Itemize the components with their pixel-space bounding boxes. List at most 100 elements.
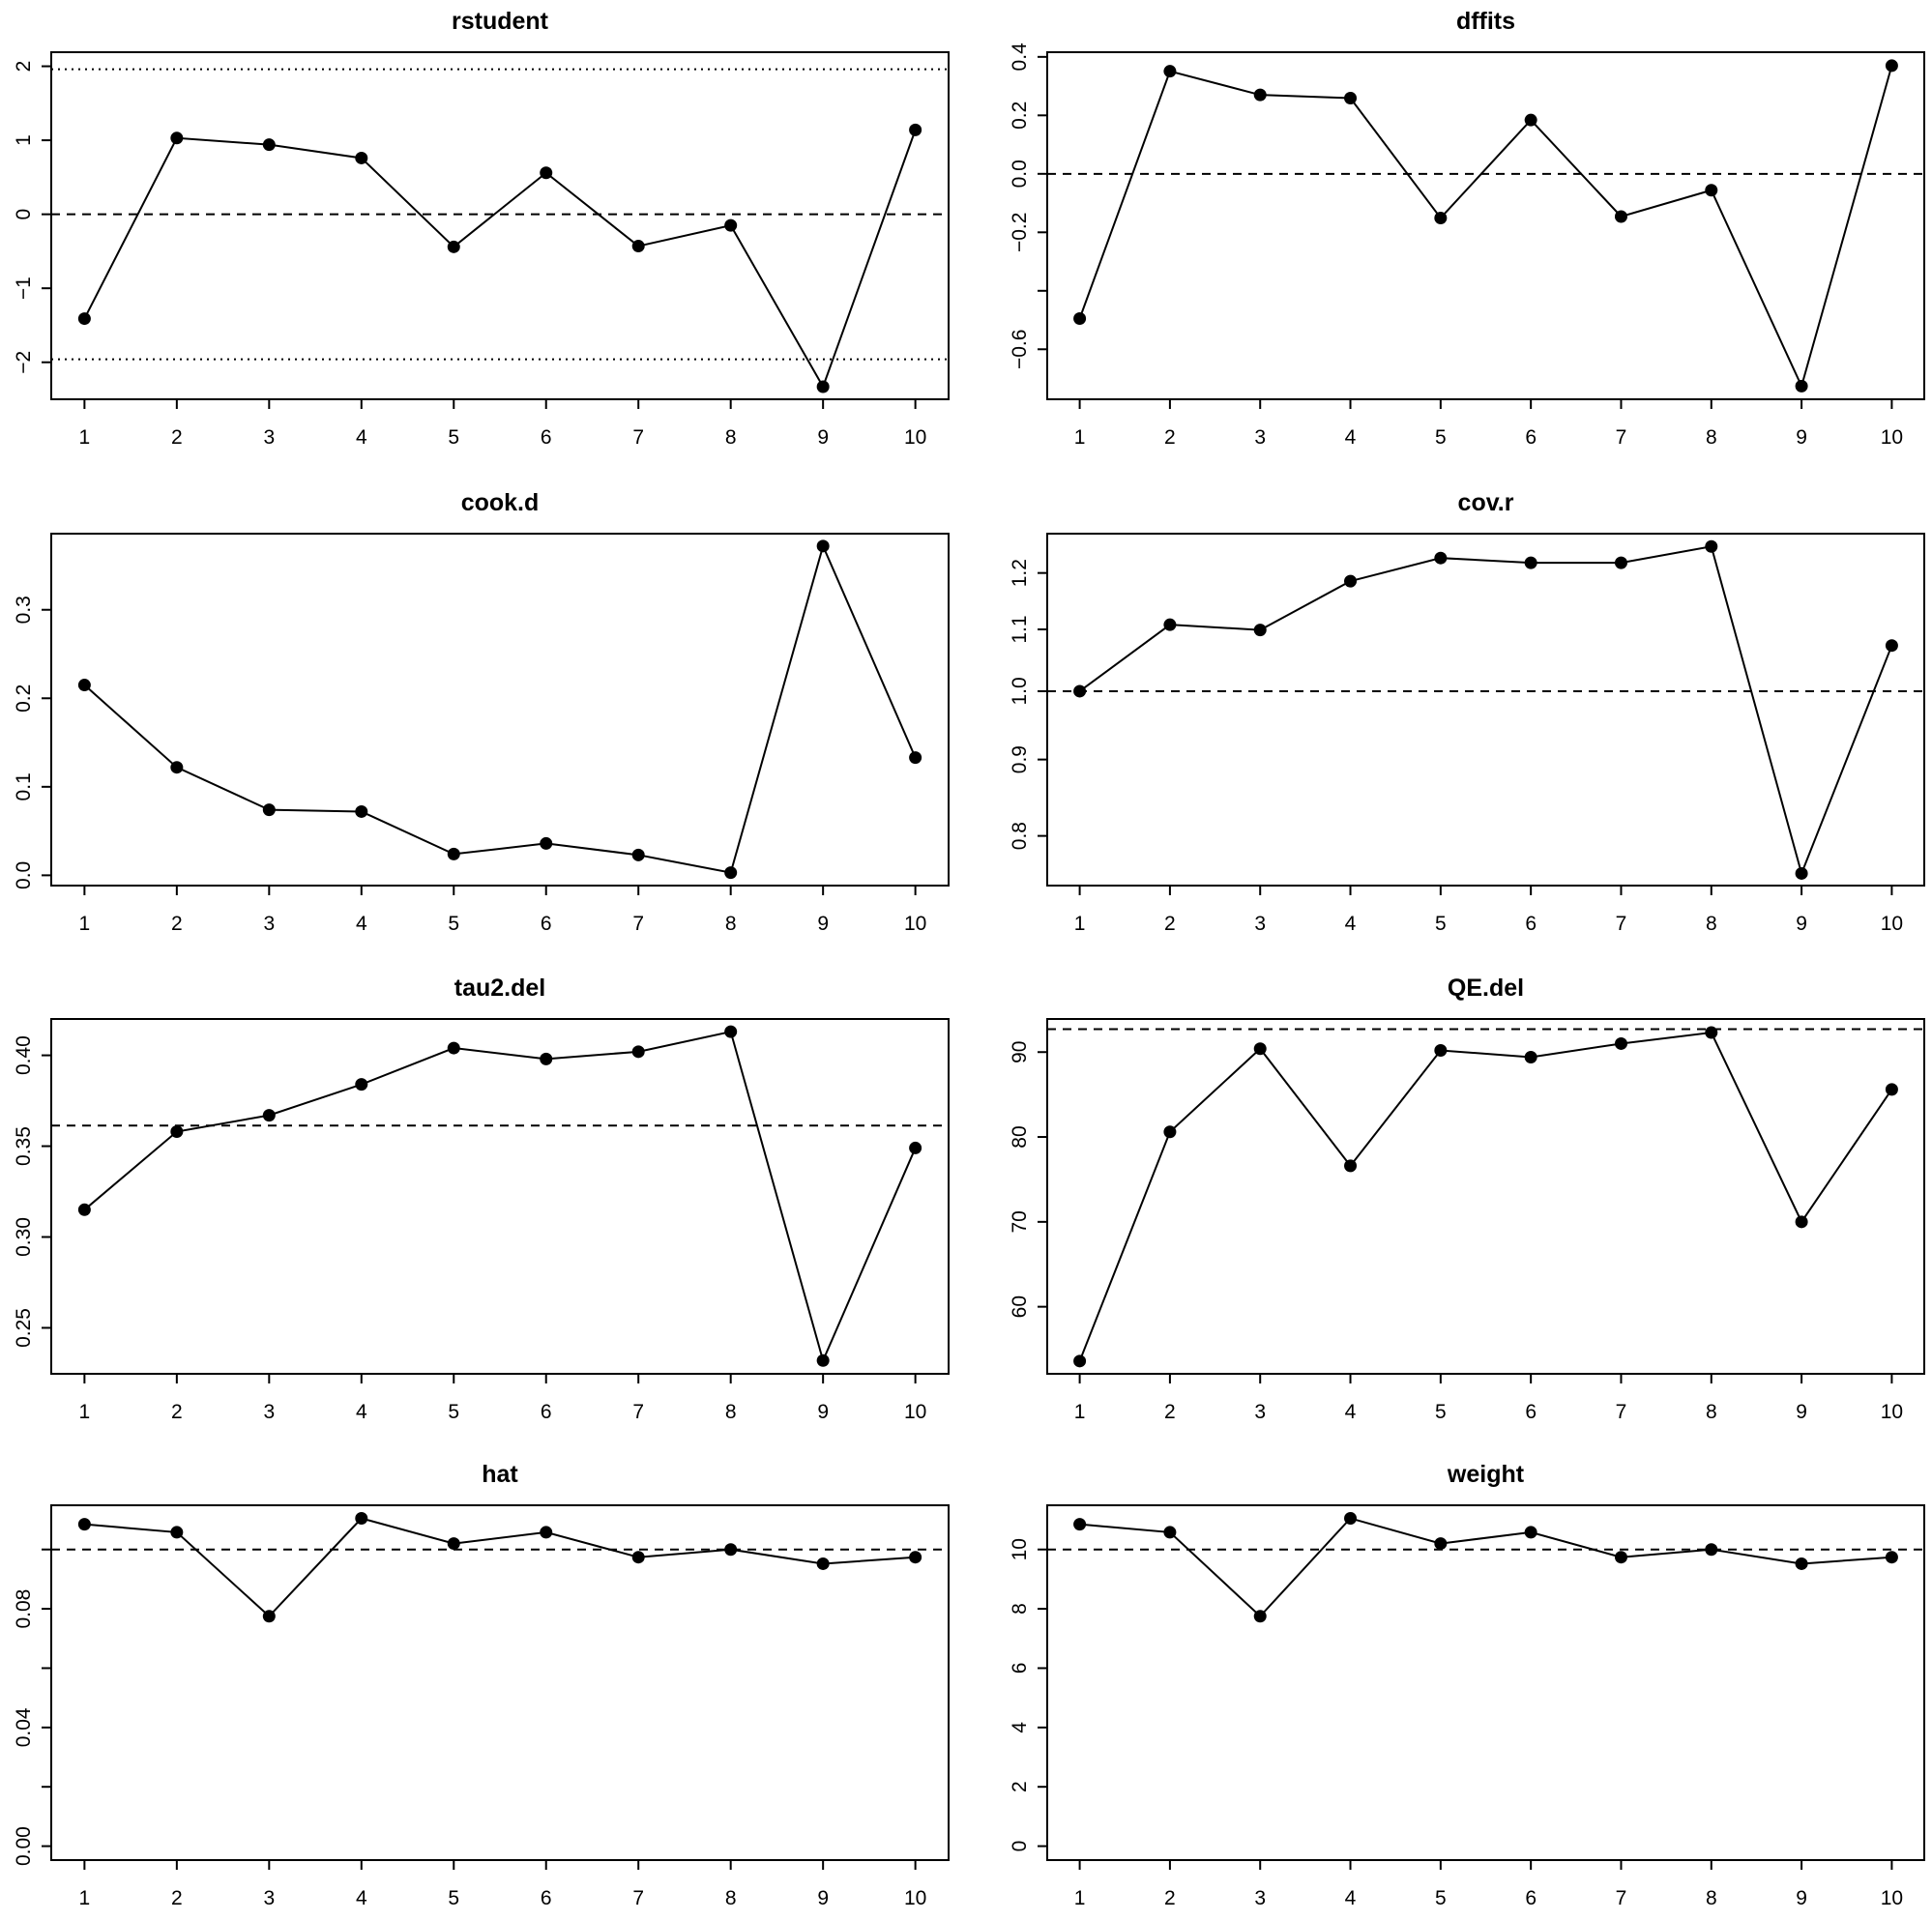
x-tick-label: 7: [1616, 426, 1627, 449]
y-tick-label: 0.04: [13, 1707, 35, 1747]
x-tick-label: 5: [1435, 913, 1447, 935]
x-tick-label: 10: [1881, 913, 1903, 935]
data-point-1: [1073, 684, 1087, 698]
x-tick-label: 3: [263, 913, 275, 935]
data-point-9: [816, 1557, 830, 1570]
plot-frame: [1046, 533, 1925, 887]
y-tick-label: 1.0: [1009, 677, 1031, 705]
data-point-6: [1524, 113, 1537, 127]
data-point-1: [77, 679, 91, 692]
y-tick-label: 0.3: [13, 596, 35, 624]
y-tick-label: 0.30: [13, 1217, 35, 1257]
x-tick-label: 6: [541, 1887, 552, 1909]
x-tick-label: 1: [79, 426, 91, 449]
data-point-10: [909, 751, 922, 765]
x-tick-label: 9: [1796, 1887, 1807, 1909]
data-point-7: [1614, 1036, 1627, 1050]
y-tick-label: 4: [1009, 1722, 1031, 1733]
data-point-4: [1344, 91, 1358, 104]
x-tick-label: 10: [904, 1887, 926, 1909]
x-tick-label: 4: [1345, 1887, 1357, 1909]
data-point-3: [1253, 1042, 1267, 1056]
data-point-6: [1524, 1051, 1537, 1064]
data-point-1: [77, 1518, 91, 1531]
plot-frame: [50, 1504, 950, 1861]
data-point-8: [724, 866, 738, 880]
data-point-10: [1885, 639, 1898, 653]
data-point-1: [77, 1203, 91, 1216]
x-tick-label: 3: [263, 1401, 275, 1423]
data-point-6: [540, 166, 553, 180]
y-tick-label: 10: [1009, 1538, 1031, 1560]
series-line: [1079, 1517, 1892, 1618]
x-tick-label: 1: [1074, 1887, 1086, 1909]
plot-frame: [50, 533, 950, 887]
x-tick-label: 8: [725, 913, 737, 935]
y-tick-label: 0.0: [13, 861, 35, 889]
x-tick-label: 2: [1164, 913, 1176, 935]
data-point-8: [724, 218, 738, 232]
y-tick-label: 80: [1009, 1125, 1031, 1148]
panel-title: hat: [482, 1461, 518, 1488]
data-point-6: [540, 836, 553, 850]
data-point-1: [1073, 312, 1087, 326]
panel-dffits: dffits 1 2 3 4 5 6 7 8 9 10 −0.6 −0.2 0.0 0.2 0.4: [1009, 8, 1925, 449]
panel-QE-del: QE.del 1 2 3 4 5 6 7 8 9 10 60 70 80 90: [1009, 975, 1925, 1423]
series-line: [83, 130, 917, 390]
data-point-7: [1614, 556, 1627, 569]
data-point-2: [1163, 1125, 1177, 1139]
x-tick-label: 7: [632, 1401, 644, 1423]
data-point-10: [909, 1141, 922, 1154]
data-point-5: [447, 1537, 460, 1551]
x-tick-label: 1: [79, 1887, 91, 1909]
y-tick-label: 70: [1009, 1210, 1031, 1233]
x-tick-label: 2: [1164, 426, 1176, 449]
data-point-6: [1524, 556, 1537, 569]
x-tick-label: 7: [632, 1887, 644, 1909]
x-tick-label: 8: [1706, 913, 1717, 935]
data-point-4: [355, 804, 368, 818]
x-tick-label: 3: [1254, 1887, 1266, 1909]
data-point-9: [1795, 379, 1808, 393]
y-tick-label: 1: [13, 134, 35, 146]
x-tick-label: 4: [356, 913, 367, 935]
x-tick-label: 4: [1345, 1401, 1357, 1423]
y-tick-label: 2: [13, 61, 35, 73]
y-tick-label: −0.6: [1009, 330, 1031, 369]
data-point-9: [816, 539, 830, 553]
data-point-2: [170, 131, 184, 145]
y-tick-label: 0: [1009, 1841, 1031, 1852]
y-tick-label: 0.35: [13, 1126, 35, 1166]
x-tick-label: 10: [1881, 1887, 1903, 1909]
data-point-4: [1344, 1512, 1358, 1526]
panel-weight: weight 1 2 3 4 5 6 7 8 9 10 0 2 4 6 8 10: [1009, 1461, 1925, 1909]
x-tick-label: 2: [171, 1401, 183, 1423]
x-tick-label: 10: [1881, 426, 1903, 449]
x-tick-label: 1: [1074, 1401, 1086, 1423]
x-tick-label: 7: [632, 913, 644, 935]
x-tick-label: 5: [448, 1887, 459, 1909]
series-line: [1078, 545, 1893, 877]
x-tick-label: 4: [356, 1887, 367, 1909]
panel-title: weight: [1447, 1461, 1525, 1488]
x-tick-label: 3: [263, 426, 275, 449]
x-tick-label: 8: [725, 1401, 737, 1423]
x-tick-label: 1: [79, 1401, 91, 1423]
panel-title: QE.del: [1448, 975, 1524, 1002]
data-point-7: [631, 1551, 645, 1564]
data-point-2: [1163, 1526, 1177, 1539]
data-point-6: [1524, 1526, 1537, 1539]
data-point-9: [816, 380, 830, 393]
series-line: [1078, 65, 1893, 390]
data-point-7: [631, 240, 645, 253]
y-tick-label: 1.2: [1009, 559, 1031, 587]
data-point-10: [1885, 1083, 1898, 1096]
y-tick-label: 0.00: [13, 1826, 35, 1866]
data-point-2: [170, 1125, 184, 1139]
x-tick-label: 5: [1435, 1401, 1447, 1423]
plot-frame: [1046, 1018, 1925, 1375]
data-point-9: [1795, 866, 1808, 880]
x-tick-label: 5: [1435, 426, 1447, 449]
x-tick-label: 6: [541, 426, 552, 449]
